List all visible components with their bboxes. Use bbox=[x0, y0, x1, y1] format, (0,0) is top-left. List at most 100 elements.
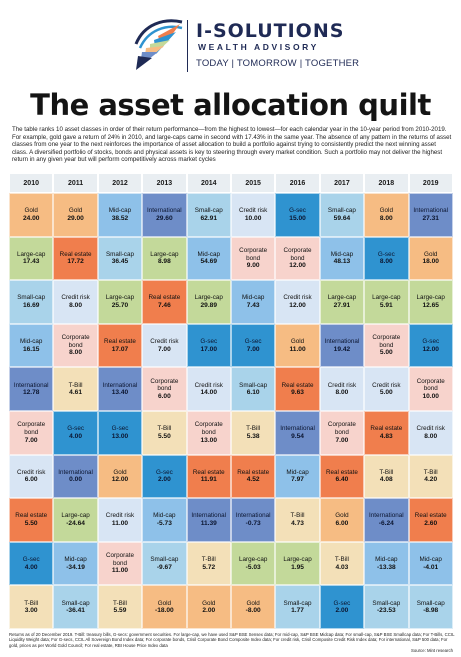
cell-asset-label: Mid-cap bbox=[330, 250, 354, 258]
cell-return-value: 16.69 bbox=[22, 301, 40, 309]
quilt-cell: Mid-cap -5.73 bbox=[142, 498, 187, 542]
cell-return-value: 12.00 bbox=[111, 476, 129, 484]
cell-asset-label: Credit risk bbox=[17, 468, 46, 476]
cell-asset-label: Corporate bond bbox=[372, 334, 401, 349]
cell-return-value: 7.97 bbox=[291, 476, 304, 484]
quilt-cell: Credit risk 14.00 bbox=[186, 367, 231, 411]
quilt-cell: Gold 12.00 bbox=[97, 454, 143, 499]
cell-return-value: 4.00 bbox=[24, 563, 38, 571]
cell-return-value: -13.38 bbox=[376, 563, 396, 571]
quilt-cell: Real estate 17.72 bbox=[53, 236, 98, 281]
quilt-cell: Real estate 4.83 bbox=[364, 410, 409, 455]
cell-asset-label: Small-cap bbox=[61, 599, 90, 607]
cell-asset-label: Mid-cap bbox=[197, 250, 220, 258]
quilt-cell: Mid-cap 7.43 bbox=[230, 280, 276, 324]
quilt-cell: T-Bill 4.73 bbox=[275, 498, 320, 542]
cell-asset-label: G-sec bbox=[333, 599, 351, 607]
quilt-cell: Real estate 2.60 bbox=[408, 498, 453, 542]
cell-asset-label: Corporate bond bbox=[150, 377, 179, 393]
quilt-cell: Gold -18.00 bbox=[142, 585, 187, 629]
quilt-cell: G-sec 7.00 bbox=[230, 323, 276, 368]
cell-return-value: 11.00 bbox=[111, 567, 129, 575]
quilt-cell: Credit risk 8.00 bbox=[53, 280, 98, 324]
cell-return-value: -8.98 bbox=[423, 607, 439, 615]
quilt-cell: Gold -8.00 bbox=[230, 585, 276, 629]
quilt-cell: Real estate 5.50 bbox=[9, 498, 54, 542]
quilt-cell: Credit risk 7.00 bbox=[142, 323, 187, 368]
quilt-cell: Credit risk 12.00 bbox=[275, 280, 320, 324]
cell-asset-label: T-Bill bbox=[334, 555, 349, 563]
cell-return-value: 5.91 bbox=[379, 301, 393, 309]
quilt-cell: G-sec 4.00 bbox=[9, 541, 54, 586]
quilt-cell: Large-cap 8.98 bbox=[142, 236, 187, 281]
brand-logo-icon bbox=[134, 19, 183, 70]
cell-return-value: 5.50 bbox=[24, 519, 38, 527]
cell-asset-label: International bbox=[102, 381, 138, 389]
quilt-cell: Credit risk 8.00 bbox=[319, 367, 365, 411]
quilt-cell: Corporate bond 5.00 bbox=[364, 323, 409, 368]
cell-asset-label: Real estate bbox=[104, 337, 136, 345]
cell-return-value: 2.60 bbox=[424, 519, 438, 527]
cell-asset-label: Large-cap bbox=[327, 294, 357, 302]
cell-return-value: 15.00 bbox=[289, 214, 306, 222]
quilt-cell: Small-cap 16.69 bbox=[9, 280, 54, 324]
cell-return-value: 6.40 bbox=[335, 476, 349, 484]
cell-asset-label: Mid-cap bbox=[64, 555, 87, 563]
description-paragraph: The table ranks 10 asset classes in orde… bbox=[12, 126, 452, 163]
cell-asset-label: Small-cap bbox=[105, 250, 134, 258]
quilt-cell: Corporate bond 7.00 bbox=[319, 410, 365, 455]
quilt-cell: Credit risk 11.00 bbox=[97, 498, 143, 542]
cell-return-value: 11.00 bbox=[111, 519, 129, 527]
quilt-cell: International -6.24 bbox=[364, 498, 409, 542]
quilt-cell: Small-cap -8.98 bbox=[408, 585, 453, 629]
cell-return-value: 27.91 bbox=[333, 301, 351, 309]
cell-return-value: 8.00 bbox=[424, 432, 438, 440]
cell-return-value: 29.60 bbox=[156, 214, 173, 222]
cell-asset-label: G-sec bbox=[155, 468, 173, 476]
quilt-cell: Corporate bond 11.00 bbox=[97, 541, 143, 586]
cell-return-value: -4.01 bbox=[423, 563, 439, 571]
cell-asset-label: Credit risk bbox=[150, 337, 179, 345]
cell-asset-label: Corporate bond bbox=[194, 421, 223, 436]
quilt-cell: Credit risk 5.00 bbox=[364, 367, 409, 411]
quilt-cell: Mid-cap 16.15 bbox=[9, 323, 54, 368]
cell-return-value: 17.43 bbox=[22, 258, 40, 266]
cell-asset-label: Real estate bbox=[148, 294, 181, 302]
cell-asset-label: Corporate bond bbox=[283, 247, 312, 262]
cell-asset-label: Mid-cap bbox=[153, 512, 176, 520]
cell-asset-label: T-Bill bbox=[246, 425, 261, 433]
quilt-cell: Mid-cap -4.01 bbox=[408, 541, 453, 586]
quilt-cell: Small-cap 36.45 bbox=[97, 236, 143, 281]
cell-return-value: 4.08 bbox=[379, 476, 393, 484]
quilt-cell: T-Bill 4.08 bbox=[364, 454, 409, 499]
quilt-cell: International 9.54 bbox=[275, 410, 320, 455]
cell-return-value: 17.07 bbox=[111, 345, 129, 353]
brand-subtitle: WEALTH ADVISORY bbox=[198, 42, 319, 52]
quilt-cell: T-Bill 5.59 bbox=[97, 585, 143, 629]
cell-asset-label: Small-cap bbox=[150, 555, 179, 563]
cell-asset-label: Mid-cap bbox=[108, 207, 132, 215]
cell-asset-label: Corporate bond bbox=[17, 421, 46, 436]
year-header: 2015 bbox=[230, 173, 276, 193]
quilt-cell: International 27.31 bbox=[408, 193, 453, 237]
header: I-SOLUTIONS WEALTH ADVISORY TODAY | TOMO… bbox=[0, 0, 461, 88]
cell-asset-label: Credit risk bbox=[105, 512, 135, 520]
year-header: 2014 bbox=[186, 173, 231, 193]
cell-return-value: 8.00 bbox=[379, 214, 393, 222]
cell-return-value: 6.00 bbox=[335, 519, 349, 527]
cell-return-value: 13.40 bbox=[111, 389, 129, 397]
cell-return-value: 5.72 bbox=[202, 563, 216, 571]
cell-return-value: 10.00 bbox=[244, 214, 262, 222]
cell-asset-label: Gold bbox=[335, 512, 349, 520]
page-title: The asset allocation quilt bbox=[30, 88, 431, 122]
quilt-cell: Large-cap 12.65 bbox=[408, 280, 453, 324]
cell-asset-label: Real estate bbox=[192, 468, 225, 476]
quilt-cell: Corporate bond 8.00 bbox=[53, 323, 98, 368]
quilt-cell: Large-cap 1.95 bbox=[275, 541, 320, 586]
quilt-cell: Credit risk 6.00 bbox=[9, 454, 54, 499]
quilt-cell: Real estate 7.46 bbox=[142, 280, 187, 324]
cell-return-value: 12.78 bbox=[22, 389, 40, 397]
cell-asset-label: G-sec bbox=[67, 425, 84, 433]
cell-asset-label: Credit risk bbox=[61, 294, 90, 302]
cell-asset-label: T-Bill bbox=[290, 512, 305, 520]
